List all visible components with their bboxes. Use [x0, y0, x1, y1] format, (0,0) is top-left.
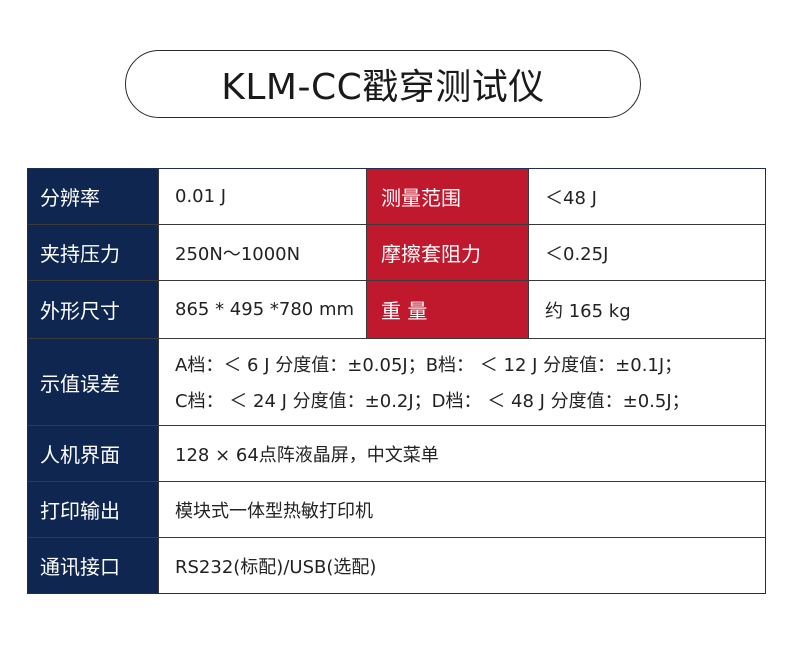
table-row: 示值误差 A档：＜ 6 J 分度值：±0.05J；B档： ＜ 12 J 分度值：…: [28, 339, 765, 426]
row-label: 打印输出: [28, 482, 158, 537]
row-value: A档：＜ 6 J 分度值：±0.05J；B档： ＜ 12 J 分度值：±0.1J…: [158, 339, 765, 425]
row-label: 示值误差: [28, 339, 158, 425]
table-row: 通讯接口 RS232(标配)/USB(选配): [28, 538, 765, 593]
row-value: 模块式一体型热敏打印机: [158, 482, 765, 537]
row-label: 夹持压力: [28, 225, 158, 280]
table-row: 夹持压力 250N～1000N 摩擦套阻力 ＜0.25J: [28, 225, 765, 281]
table-row: 打印输出 模块式一体型热敏打印机: [28, 482, 765, 538]
row-label: 人机界面: [28, 426, 158, 481]
row-value-secondary: 约 165 kg: [528, 281, 765, 338]
spec-table: 分辨率 0.01 J 测量范围 ＜48 J 夹持压力 250N～1000N 摩擦…: [27, 168, 766, 594]
table-row: 分辨率 0.01 J 测量范围 ＜48 J: [28, 169, 765, 225]
row-value: 865 * 495 *780 mm: [158, 281, 366, 338]
row-label-secondary: 摩擦套阻力: [366, 225, 528, 280]
error-line-ab: A档：＜ 6 J 分度值：±0.05J；B档： ＜ 12 J 分度值：±0.1J…: [175, 355, 683, 376]
row-value: 0.01 J: [158, 169, 366, 224]
row-value: 128 × 64点阵液晶屏，中文菜单: [158, 426, 765, 481]
row-value: RS232(标配)/USB(选配): [158, 538, 765, 593]
row-label: 外形尺寸: [28, 281, 158, 338]
row-value: 250N～1000N: [158, 225, 366, 280]
row-label-secondary: 重 量: [366, 281, 528, 338]
page-title: KLM-CC戳穿测试仪: [221, 67, 545, 108]
table-row: 人机界面 128 × 64点阵液晶屏，中文菜单: [28, 426, 765, 482]
row-label-secondary: 测量范围: [366, 169, 528, 224]
row-label: 通讯接口: [28, 538, 158, 593]
table-row: 外形尺寸 865 * 495 *780 mm 重 量 约 165 kg: [28, 281, 765, 339]
title-banner: KLM-CC戳穿测试仪: [125, 50, 641, 118]
row-value-secondary: ＜0.25J: [528, 225, 765, 280]
row-value-secondary: ＜48 J: [528, 169, 765, 224]
error-line-cd: C档： ＜ 24 J 分度值：±0.2J；D档： ＜ 48 J 分度值：±0.5…: [175, 391, 690, 412]
row-label: 分辨率: [28, 169, 158, 224]
